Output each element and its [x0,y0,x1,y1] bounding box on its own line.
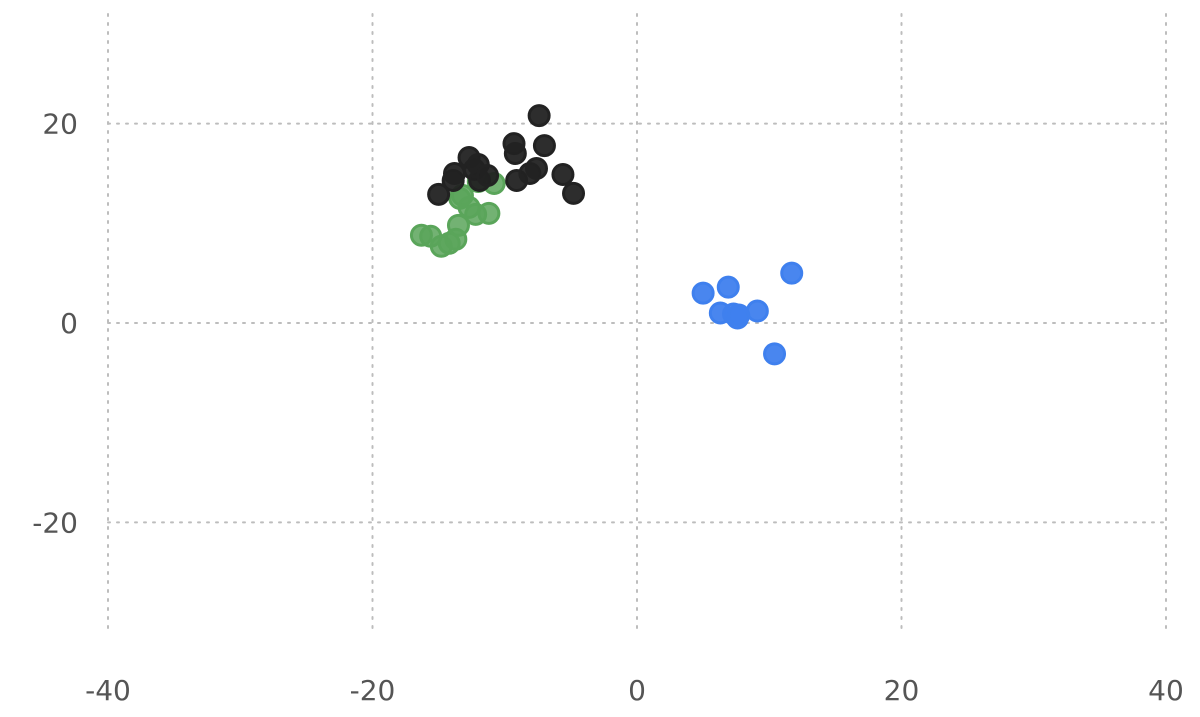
data-points [409,104,804,366]
grid [107,13,1167,633]
data-point [503,142,527,166]
data-point [562,181,586,205]
x-tick-label: 40 [1148,674,1184,707]
data-point [763,342,787,366]
x-tick-label: 20 [884,674,920,707]
data-point [551,162,575,186]
data-point [727,303,751,327]
data-point [476,163,500,187]
data-point [442,161,466,185]
y-tick-label: 20 [42,108,78,141]
x-tick-label: -40 [85,674,131,707]
data-point [691,281,715,305]
data-point [745,299,769,323]
data-point [427,182,451,206]
data-point [716,275,740,299]
data-point [780,261,804,285]
data-point [527,104,551,128]
y-tick-label: -20 [32,506,78,539]
y-tick-label: 0 [60,307,78,340]
data-point [446,213,470,237]
data-point [532,134,556,158]
tick-labels: -40 -20 0 20 40 -20 0 20 [32,108,1184,707]
x-tick-label: 0 [628,674,646,707]
data-point [477,201,501,225]
x-tick-label: -20 [350,674,396,707]
data-point [524,157,548,180]
